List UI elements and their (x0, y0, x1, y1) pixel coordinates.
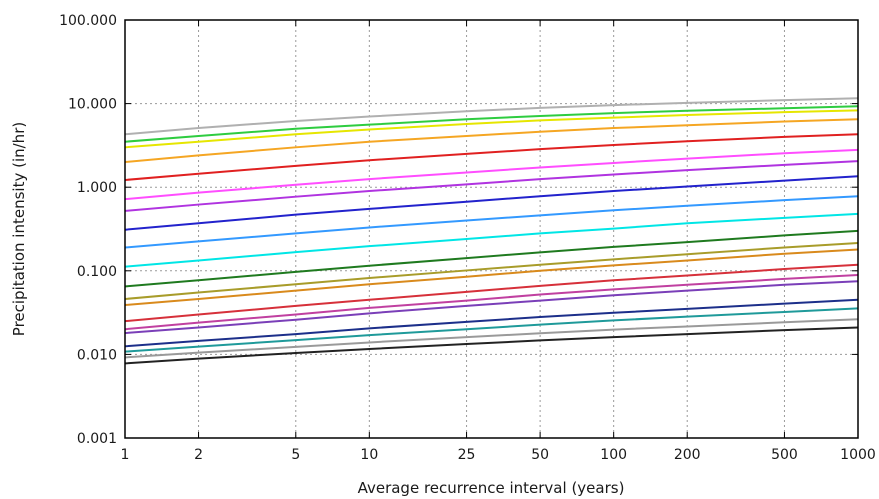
series-line-2 (124, 105, 859, 143)
series-line-10 (124, 212, 859, 268)
series-line-9 (124, 195, 859, 249)
y-tick-label: 0.010 (77, 347, 117, 363)
series-line-17 (124, 298, 859, 348)
series-line-5 (124, 133, 859, 181)
x-tick-label: 10 (360, 447, 378, 463)
series-line-8 (124, 175, 859, 231)
x-tick-label: 2 (194, 447, 203, 463)
x-tick-label: 5 (291, 447, 300, 463)
series-line-20 (124, 326, 859, 365)
series-line-13 (124, 248, 859, 306)
y-tick-label: 10.000 (68, 97, 117, 113)
plot-background (125, 20, 858, 438)
series-line-6 (124, 148, 859, 201)
grid (125, 20, 858, 438)
y-axis-title: Precipitation intensity (in/hr) (10, 122, 28, 336)
x-tick-label: 1000 (840, 447, 876, 463)
series-line-1 (124, 97, 859, 136)
series-line-7 (124, 160, 859, 212)
series-line-4 (124, 118, 859, 164)
x-axis-title: Average recurrence interval (years) (358, 479, 625, 497)
y-tick-label: 0.100 (77, 264, 117, 280)
y-tick-label: 0.001 (77, 431, 117, 447)
ticks: 1 2 5 10 25 50 100 200 500 10000.0010.0100.1001.0… (59, 13, 876, 463)
x-tick-label: 25 (458, 447, 476, 463)
x-tick-label: 500 (771, 447, 798, 463)
series-line-14 (124, 263, 859, 323)
series-line-18 (124, 307, 859, 353)
x-tick-label: 200 (674, 447, 701, 463)
y-tick-label: 1.000 (77, 180, 117, 196)
x-tick-label: 50 (531, 447, 549, 463)
series-line-12 (124, 242, 859, 300)
series-line-15 (124, 274, 859, 331)
series-line-11 (124, 229, 859, 288)
series-line-16 (124, 280, 859, 335)
x-tick-label: 100 (600, 447, 627, 463)
plot-frame (124, 19, 859, 439)
y-tick-label: 100.000 (59, 13, 117, 29)
series-line-3 (124, 109, 859, 149)
series-lines (124, 97, 859, 365)
series-line-19 (124, 318, 859, 359)
x-tick-label: 1 (121, 447, 130, 463)
